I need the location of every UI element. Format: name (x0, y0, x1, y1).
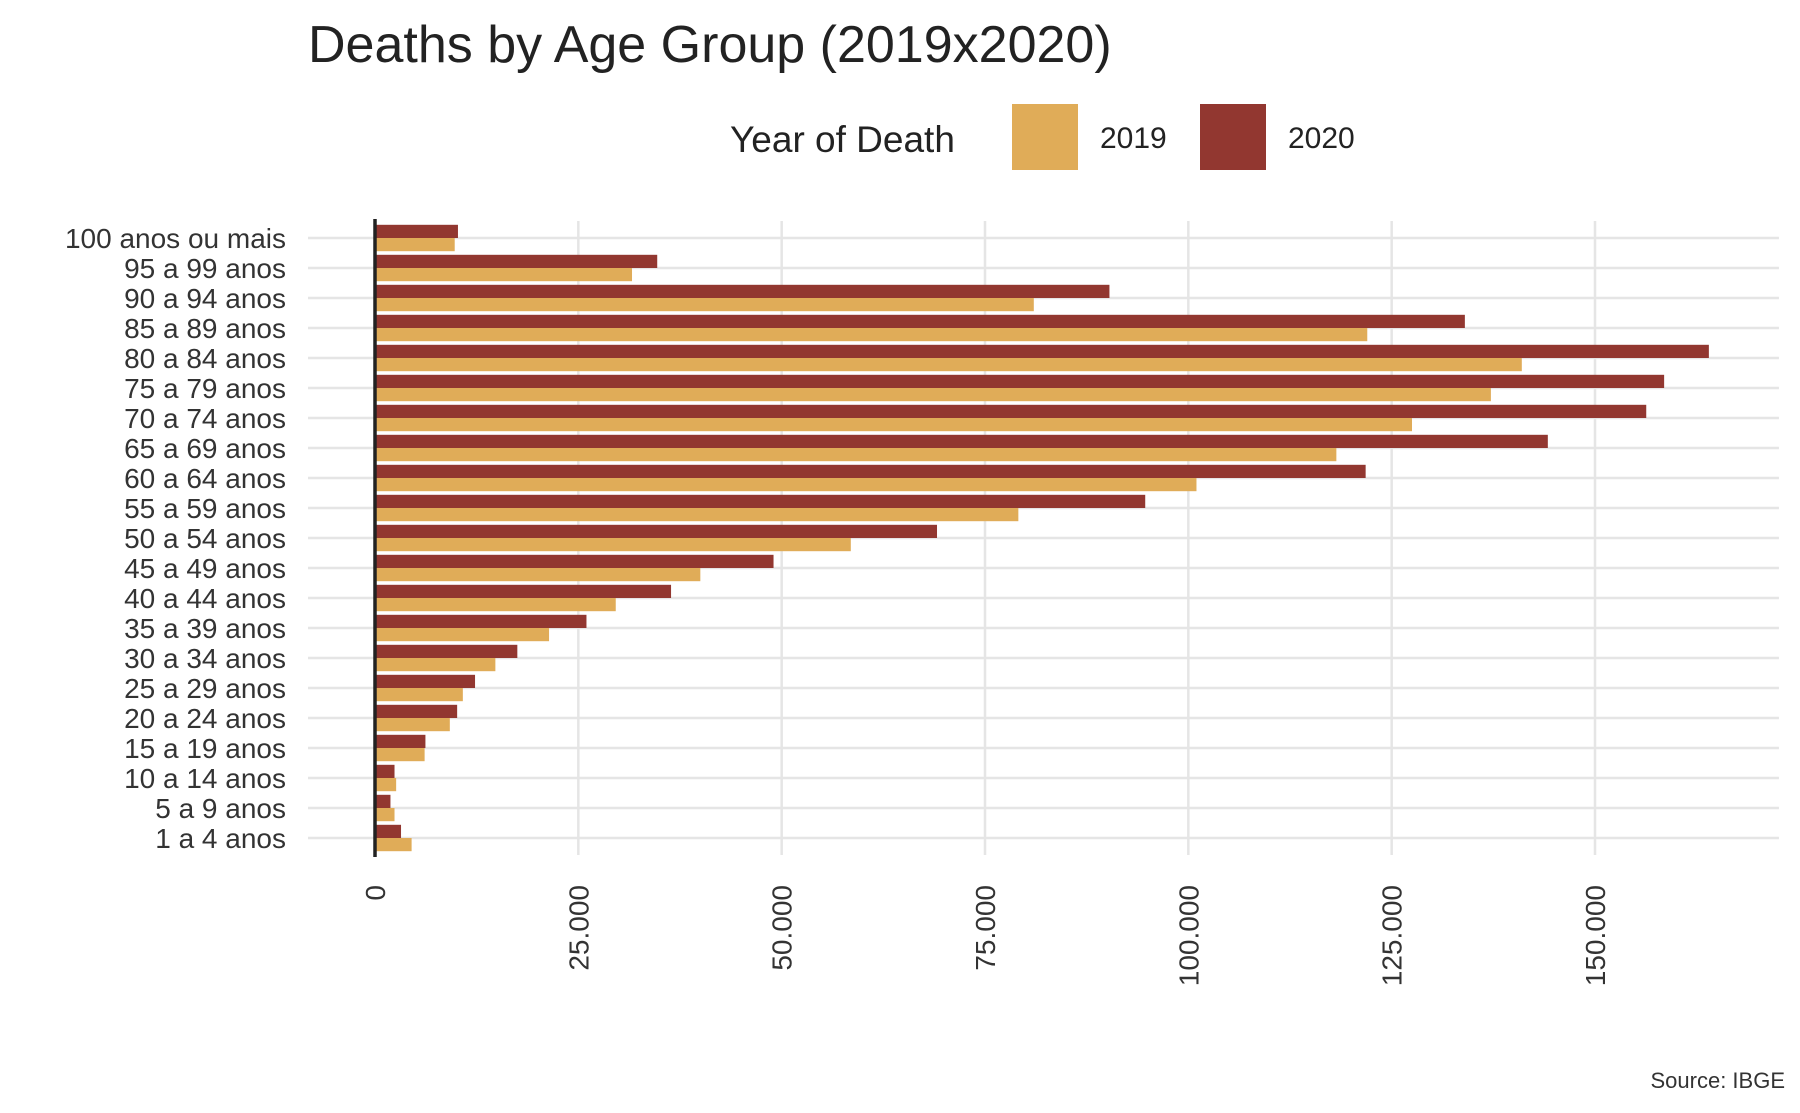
y-axis-label: 50 a 54 anos (124, 523, 286, 554)
y-axis-label: 25 a 29 anos (124, 673, 286, 704)
bars (375, 224, 1709, 852)
y-axis-label: 55 a 59 anos (124, 493, 286, 524)
bar-2019 (375, 418, 1412, 432)
x-axis-tick-label: 100.000 (1173, 885, 1204, 986)
bar-2019 (375, 448, 1337, 462)
bar-2020 (375, 524, 938, 538)
bar-2019 (375, 838, 412, 852)
y-axis-label: 65 a 69 anos (124, 433, 286, 464)
y-axis-label: 35 a 39 anos (124, 613, 286, 644)
bar-2019 (375, 238, 455, 252)
y-axis-label: 70 a 74 anos (124, 403, 286, 434)
bar-2019 (375, 328, 1368, 342)
bar-2019 (375, 718, 450, 732)
bar-2020 (375, 554, 774, 568)
bar-2020 (375, 344, 1709, 358)
x-axis-tick-label: 75.000 (970, 885, 1001, 971)
y-axis-label: 60 a 64 anos (124, 463, 286, 494)
bar-2019 (375, 568, 701, 582)
x-axis-tick-label: 25.000 (563, 885, 594, 971)
bar-2020 (375, 254, 658, 268)
y-axis-label: 85 a 89 anos (124, 313, 286, 344)
bar-2019 (375, 748, 425, 762)
bar-2020 (375, 584, 672, 598)
y-axis-label: 15 a 19 anos (124, 733, 286, 764)
x-axis-ticks: 0 25.000 50.000 75.000 100.000 125.000 150.000 (360, 885, 1611, 986)
y-axis-label: 30 a 34 anos (124, 643, 286, 674)
bar-2019 (375, 808, 395, 822)
legend-label-2020: 2020 (1288, 122, 1355, 155)
bar-2019 (375, 628, 550, 642)
bar-2019 (375, 598, 616, 612)
y-axis-label: 45 a 49 anos (124, 553, 286, 584)
bar-2019 (375, 388, 1491, 402)
bar-2019 (375, 268, 633, 282)
bar-2020 (375, 614, 587, 628)
y-axis-label: 5 a 9 anos (155, 793, 286, 824)
x-axis-tick-label: 150.000 (1580, 885, 1611, 986)
y-axis-label: 100 anos ou mais (65, 223, 286, 254)
bar-2020 (375, 494, 1146, 508)
y-axis-label: 20 a 24 anos (124, 703, 286, 734)
bar-2020 (375, 224, 458, 238)
bar-2020 (375, 794, 391, 808)
bar-2020 (375, 404, 1647, 418)
y-axis-label: 40 a 44 anos (124, 583, 286, 614)
y-axis-label: 90 a 94 anos (124, 283, 286, 314)
bar-2019 (375, 538, 851, 552)
bar-2019 (375, 508, 1019, 522)
bar-2019 (375, 778, 397, 792)
bar-2019 (375, 298, 1034, 312)
x-axis-tick-label: 125.000 (1377, 885, 1408, 986)
bar-2019 (375, 478, 1197, 492)
bar-2020 (375, 674, 476, 688)
bar-2019 (375, 358, 1522, 372)
bar-2020 (375, 704, 458, 718)
bar-2019 (375, 658, 496, 672)
legend: Year of Death 2019 2020 (730, 104, 1355, 170)
legend-title: Year of Death (730, 119, 955, 160)
bar-2020 (375, 824, 402, 838)
bar-2020 (375, 764, 395, 778)
bar-2020 (375, 374, 1665, 388)
bar-2020 (375, 734, 426, 748)
y-axis-label: 80 a 84 anos (124, 343, 286, 374)
bar-2020 (375, 644, 518, 658)
bar-2019 (375, 688, 463, 702)
legend-swatch-2019 (1012, 104, 1078, 170)
y-axis-label: 75 a 79 anos (124, 373, 286, 404)
x-axis-tick-label: 50.000 (767, 885, 798, 971)
y-axis-label: 1 a 4 anos (155, 823, 286, 854)
legend-label-2019: 2019 (1100, 122, 1167, 155)
bar-2020 (375, 284, 1110, 298)
y-axis-label: 95 a 99 anos (124, 253, 286, 284)
bar-2020 (375, 434, 1548, 448)
source-caption: Source: IBGE (1650, 1068, 1785, 1093)
y-axis-label: 10 a 14 anos (124, 763, 286, 794)
chart-title: Deaths by Age Group (2019x2020) (308, 16, 1112, 74)
x-axis-tick-label: 0 (360, 885, 391, 901)
bar-2020 (375, 314, 1465, 328)
bar-2020 (375, 464, 1366, 478)
legend-swatch-2020 (1200, 104, 1266, 170)
